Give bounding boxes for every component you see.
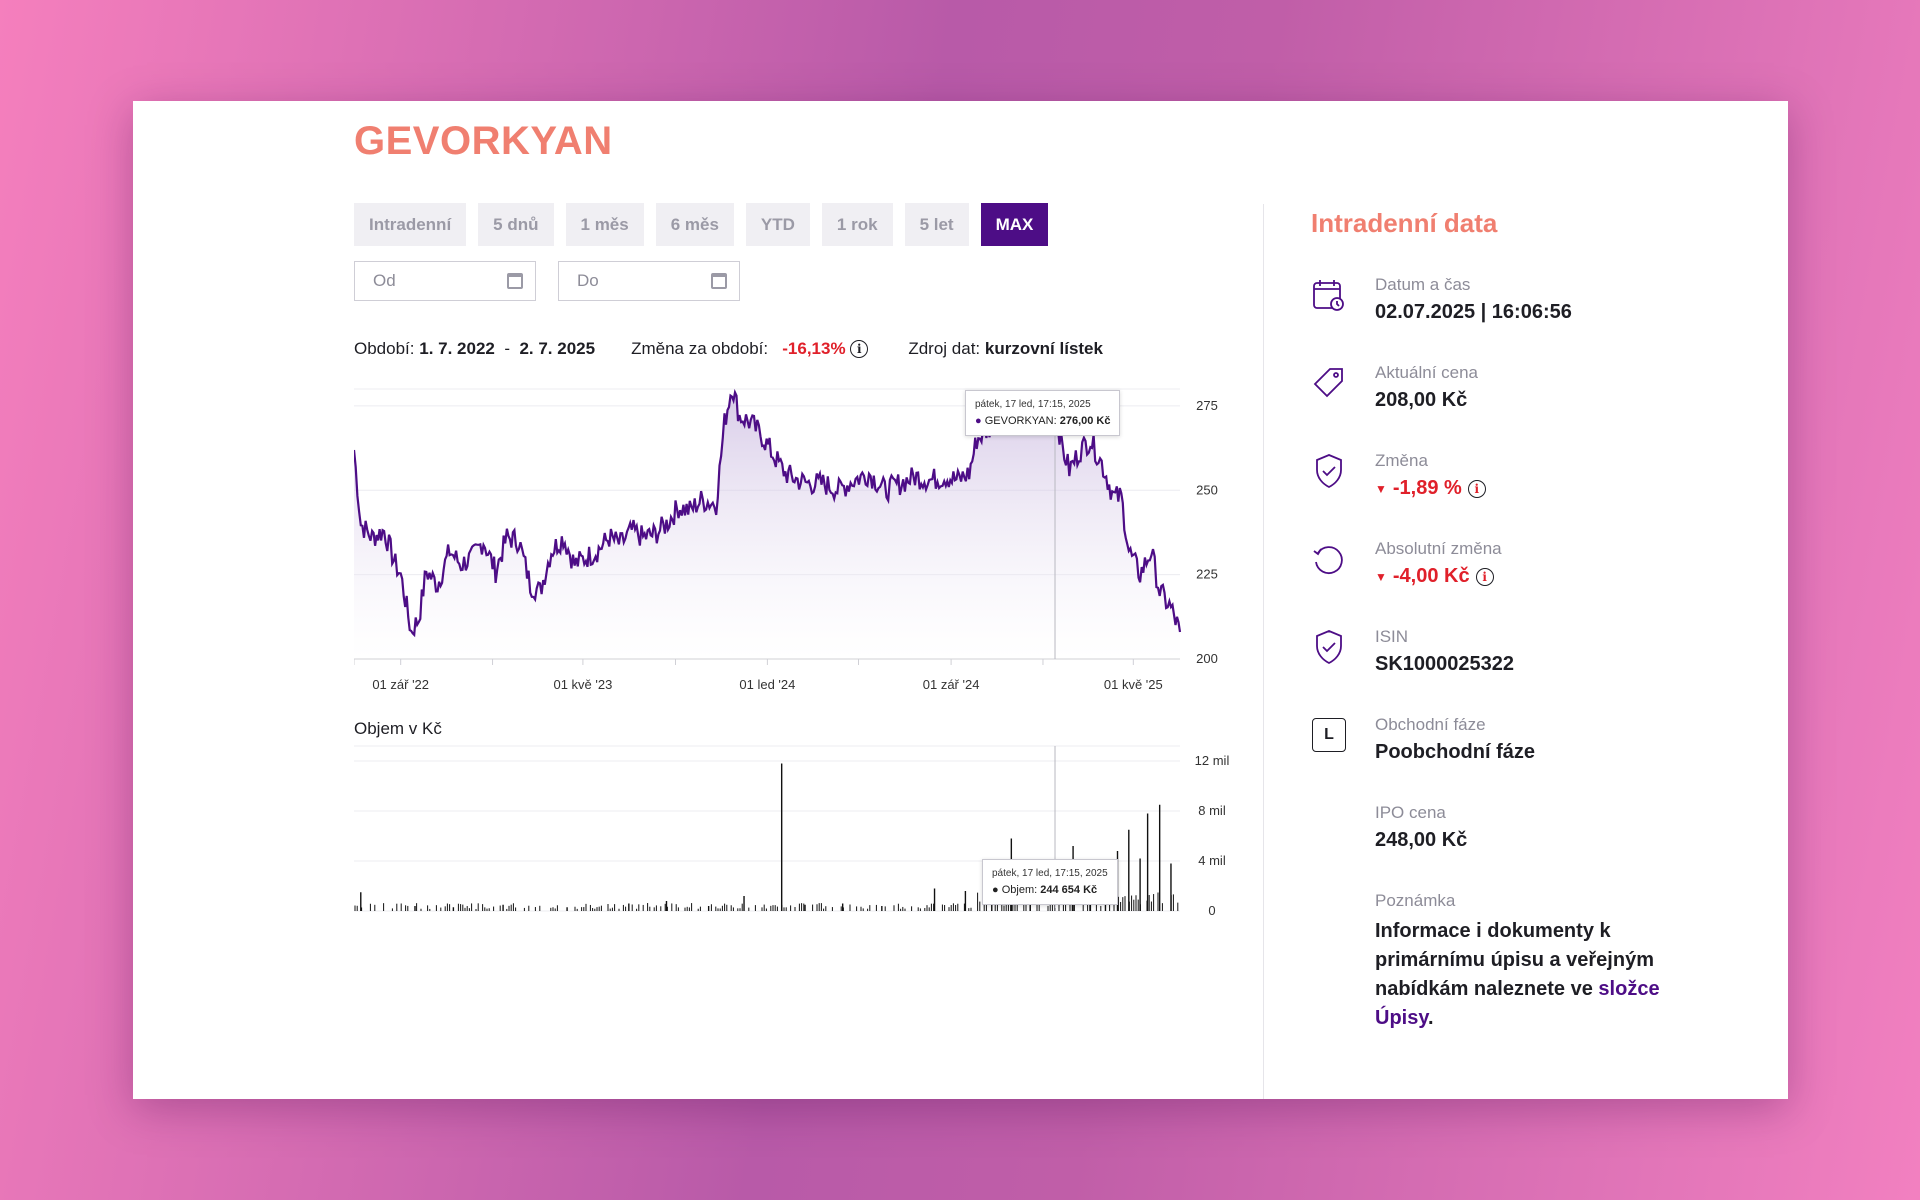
isin-value: SK1000025322 <box>1375 653 1515 675</box>
price-and-volume-charts[interactable]: 275 250 225 200 01 zář '22 01 kvě '23 01 led … <box>354 379 1234 1019</box>
refresh-icon <box>1311 539 1347 579</box>
isin-row: ISIN SK1000025322 <box>1311 627 1514 676</box>
tooltip-value: 276,00 Kč <box>1059 415 1111 427</box>
x-tick-label: 01 zář '24 <box>923 677 980 692</box>
stock-card: GEVORKYAN Intradenní 5 dnů 1 měs 6 měs Y… <box>133 101 1788 1099</box>
date-to-field[interactable]: Do <box>558 261 740 301</box>
down-arrow-icon: ▼ <box>1375 481 1387 496</box>
abs-change-label: Absolutní změna <box>1375 539 1502 558</box>
price-y-axis: 275 250 225 200 <box>1196 398 1218 666</box>
period-separator: - <box>504 339 510 358</box>
datetime-label: Datum a čas <box>1375 275 1471 294</box>
abs-change-value: -4,00 Kč <box>1392 565 1470 587</box>
shield-check-icon <box>1311 451 1347 491</box>
tab-max[interactable]: MAX <box>980 203 1049 246</box>
note-label: Poznámka <box>1375 891 1456 910</box>
upisy-link[interactable]: složce Úpisy <box>1375 978 1660 1029</box>
change-value: -1,89 % <box>1392 477 1462 499</box>
price-row: Aktuální cena 208,00 Kč <box>1311 363 1478 412</box>
page-title: GEVORKYAN <box>354 119 613 163</box>
ipo-label: IPO cena <box>1375 803 1446 822</box>
date-to-placeholder: Do <box>577 271 599 290</box>
x-tick-label: 01 kvě '25 <box>1104 677 1163 692</box>
phase-badge-icon: L <box>1311 715 1347 755</box>
source-label: Zdroj dat: <box>908 339 981 358</box>
x-tick-label: 01 zář '22 <box>372 677 429 692</box>
info-icon[interactable]: i <box>1467 479 1486 498</box>
tab-intraday[interactable]: Intradenní <box>354 203 467 246</box>
note-row: Poznámka Informace i dokumenty k primárn… <box>1311 891 1665 1033</box>
volume-bars <box>354 763 1179 911</box>
tag-icon <box>1311 363 1347 403</box>
period-label: Období: <box>354 339 415 358</box>
y-tick-label: 225 <box>1196 567 1218 582</box>
datetime-value: 02.07.2025 | 16:06:56 <box>1375 301 1572 323</box>
period-to: 2. 7. 2025 <box>519 339 596 358</box>
x-tick-label: 01 led '24 <box>739 677 795 692</box>
date-from-placeholder: Od <box>373 271 396 290</box>
tab-6-months[interactable]: 6 měs <box>655 203 734 246</box>
period-from: 1. 7. 2022 <box>419 339 495 358</box>
phase-row: L Obchodní fáze Poobchodní fáze <box>1311 715 1535 764</box>
ipo-row: IPO cena 248,00 Kč <box>1311 803 1467 852</box>
tab-5-days[interactable]: 5 dnů <box>478 203 554 246</box>
price-tooltip: pátek, 17 led, 17:15, 2025 ● GEVORKYAN: … <box>965 390 1121 436</box>
tab-ytd[interactable]: YTD <box>745 203 810 246</box>
note-text: Informace i dokumenty k primárnímu úpisu… <box>1375 917 1665 1033</box>
change-label: Změna za období: <box>631 339 769 358</box>
source-value: kurzovní lístek <box>984 339 1103 358</box>
phase-value: Poobchodní fáze <box>1375 741 1535 763</box>
volume-tooltip: pátek, 17 led, 17:15, 2025 ● Objem: 244 … <box>982 859 1118 905</box>
price-x-axis: 01 zář '22 01 kvě '23 01 led '24 01 zář '24… <box>354 658 1180 692</box>
tab-5-years[interactable]: 5 let <box>904 203 969 246</box>
change-row: Změna ▼ -1,89 % i <box>1311 451 1486 500</box>
shield-check-icon <box>1311 627 1347 667</box>
volume-label: Objem v Kč <box>354 719 442 738</box>
tab-1-month[interactable]: 1 měs <box>565 203 644 246</box>
calendar-icon[interactable] <box>711 273 727 289</box>
isin-label: ISIN <box>1375 627 1409 646</box>
price-label: Aktuální cena <box>1375 363 1479 382</box>
y-tick-label: 250 <box>1196 482 1218 497</box>
x-tick-label: 01 kvě '23 <box>553 677 612 692</box>
ipo-value: 248,00 Kč <box>1375 829 1468 851</box>
volume-y-axis: 12 mil 8 mil 4 mil 0 <box>1195 753 1230 918</box>
tooltip-value: 244 654 Kč <box>1040 884 1098 896</box>
tooltip-date: pátek, 17 led, 17:15, 2025 <box>992 868 1108 879</box>
panel-divider <box>1263 204 1264 1099</box>
calendar-icon[interactable] <box>507 273 523 289</box>
abs-change-row: Absolutní změna ▼ -4,00 Kč i <box>1311 539 1502 588</box>
datetime-row: Datum a čas 02.07.2025 | 16:06:56 <box>1311 275 1572 324</box>
info-icon[interactable]: i <box>1475 567 1494 586</box>
tooltip-series: Objem: <box>1001 884 1038 896</box>
tooltip-series: GEVORKYAN: <box>984 415 1057 427</box>
y-tick-label: 4 mil <box>1198 853 1226 868</box>
y-tick-label: 0 <box>1208 903 1215 918</box>
phase-badge: L <box>1312 718 1346 752</box>
info-icon[interactable]: i <box>850 340 869 358</box>
period-info: Období: 1. 7. 2022 - 2. 7. 2025 Změna za… <box>354 339 1103 359</box>
price-value: 208,00 Kč <box>1375 389 1468 411</box>
y-tick-label: 12 mil <box>1195 753 1230 768</box>
calendar-clock-icon <box>1311 275 1347 315</box>
change-value: -16,13% <box>782 339 846 358</box>
y-tick-label: 8 mil <box>1198 803 1226 818</box>
tooltip-date: pátek, 17 led, 17:15, 2025 <box>975 399 1091 410</box>
y-tick-label: 200 <box>1196 651 1218 666</box>
intraday-title: Intradenní data <box>1311 208 1498 238</box>
date-from-field[interactable]: Od <box>354 261 536 301</box>
range-tabs: Intradenní 5 dnů 1 měs 6 měs YTD 1 rok 5… <box>354 203 1049 246</box>
tab-1-year[interactable]: 1 rok <box>821 203 893 246</box>
change-label: Změna <box>1375 451 1428 470</box>
y-tick-label: 275 <box>1196 398 1218 413</box>
down-arrow-icon: ▼ <box>1375 569 1387 584</box>
phase-label: Obchodní fáze <box>1375 715 1486 734</box>
note-body: Informace i dokumenty k primárnímu úpisu… <box>1375 920 1654 1000</box>
note-end: . <box>1427 1007 1434 1029</box>
